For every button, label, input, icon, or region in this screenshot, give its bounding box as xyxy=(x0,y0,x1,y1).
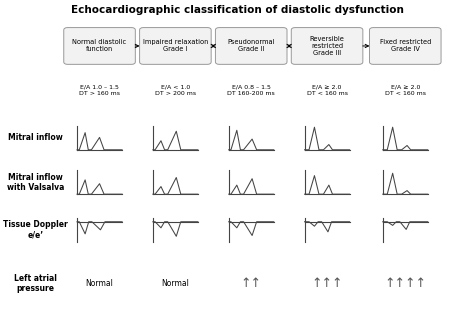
Text: ↑↑: ↑↑ xyxy=(241,277,262,290)
FancyBboxPatch shape xyxy=(291,28,363,64)
Text: Normal: Normal xyxy=(86,279,113,288)
Text: Pseudonormal
Grade II: Pseudonormal Grade II xyxy=(228,39,275,53)
Text: Fixed restricted
Grade IV: Fixed restricted Grade IV xyxy=(380,39,431,53)
Text: ↑↑↑: ↑↑↑ xyxy=(311,277,343,290)
Text: E/A ≥ 2.0
DT < 160 ms: E/A ≥ 2.0 DT < 160 ms xyxy=(307,85,347,96)
Text: Normal diastolic
function: Normal diastolic function xyxy=(73,39,127,53)
Text: Left atrial
pressure: Left atrial pressure xyxy=(14,274,57,294)
Text: Normal: Normal xyxy=(162,279,189,288)
Text: E/A ≥ 2.0
DT < 160 ms: E/A ≥ 2.0 DT < 160 ms xyxy=(385,85,426,96)
Text: Mitral inflow: Mitral inflow xyxy=(8,133,63,142)
FancyBboxPatch shape xyxy=(139,28,211,64)
Text: ↑↑↑↑: ↑↑↑↑ xyxy=(384,277,426,290)
Text: Impaired relaxation
Grade I: Impaired relaxation Grade I xyxy=(143,39,208,53)
FancyBboxPatch shape xyxy=(215,28,287,64)
Text: Echocardiographic classification of diastolic dysfunction: Echocardiographic classification of dias… xyxy=(71,5,403,15)
Text: E/A < 1.0
DT > 200 ms: E/A < 1.0 DT > 200 ms xyxy=(155,85,196,96)
Text: E/A 1.0 – 1.5
DT > 160 ms: E/A 1.0 – 1.5 DT > 160 ms xyxy=(79,85,120,96)
Text: Tissue Doppler
e/e’: Tissue Doppler e/e’ xyxy=(3,220,68,240)
Text: Mitral inflow
with Valsalva: Mitral inflow with Valsalva xyxy=(7,172,64,192)
FancyBboxPatch shape xyxy=(64,28,136,64)
Text: Reversible
restricted
Grade III: Reversible restricted Grade III xyxy=(310,36,345,56)
Text: E/A 0.8 – 1.5
DT 160-200 ms: E/A 0.8 – 1.5 DT 160-200 ms xyxy=(228,85,275,96)
FancyBboxPatch shape xyxy=(370,28,441,64)
